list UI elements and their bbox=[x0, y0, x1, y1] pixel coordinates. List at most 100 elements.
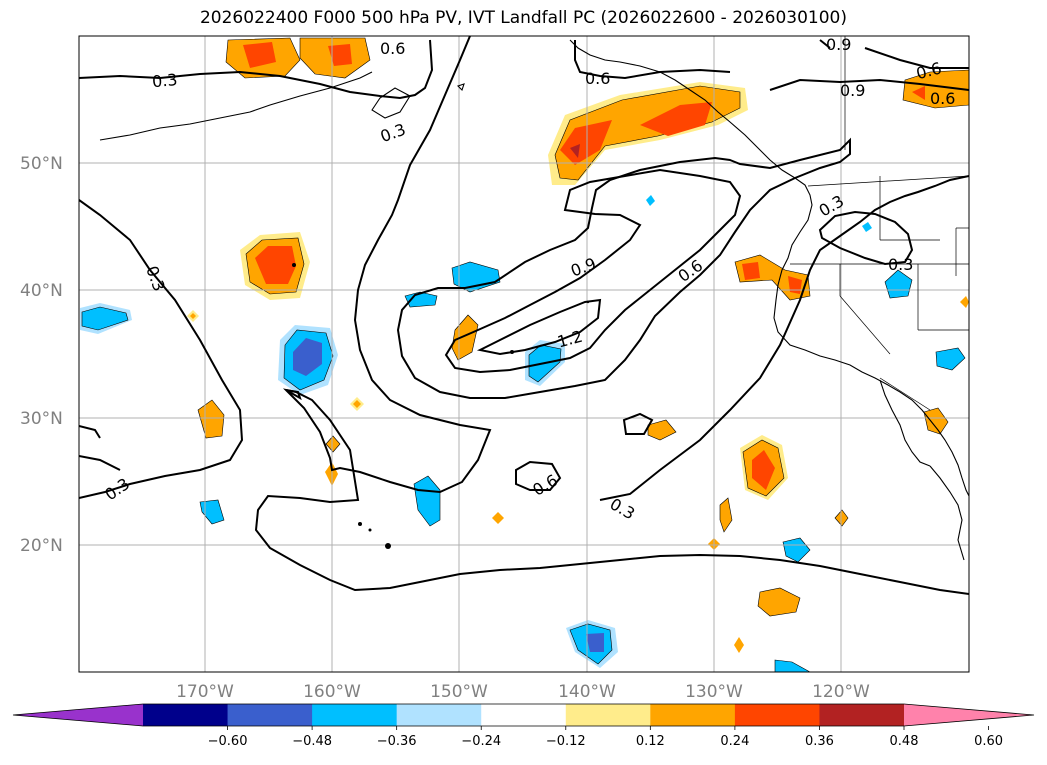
contour-03-west bbox=[79, 199, 244, 499]
colorbar-extend-min bbox=[13, 704, 143, 726]
lon-label-160: 160°W bbox=[303, 682, 361, 702]
blob-blue-n40 bbox=[451, 261, 501, 293]
marker-1 bbox=[292, 263, 296, 267]
blob-blue-coast-1 bbox=[884, 269, 913, 299]
colorbar-segment bbox=[312, 704, 398, 726]
blob-red-north-2 bbox=[328, 44, 352, 66]
marker-4 bbox=[385, 543, 391, 549]
colorbar-tick-label: 0.36 bbox=[805, 734, 834, 749]
blob-red-41n-coast bbox=[742, 262, 760, 280]
blob-blue-west bbox=[81, 306, 129, 331]
colorbar-tick-label: −0.12 bbox=[546, 734, 586, 749]
dot-blue-2 bbox=[862, 222, 872, 232]
coast-aleutians bbox=[99, 71, 373, 141]
marker-6 bbox=[368, 528, 372, 532]
contour-03-east bbox=[818, 210, 914, 266]
shaded-blobs bbox=[80, 37, 969, 672]
colorbar-tick-label: 0.48 bbox=[890, 734, 919, 749]
dot-orange-8 bbox=[734, 637, 744, 653]
colorbar-segment bbox=[819, 704, 905, 726]
colorbar-outline bbox=[12, 703, 1035, 727]
blob-darkblue-south bbox=[586, 633, 604, 652]
contour-03-west-3 bbox=[79, 425, 101, 439]
lon-label-120: 120°W bbox=[812, 682, 870, 702]
dot-orange-3 bbox=[325, 435, 341, 453]
contour-12 bbox=[476, 298, 602, 356]
lon-label-130: 130°W bbox=[685, 682, 743, 702]
contour-label-16: 0.6 bbox=[930, 89, 955, 108]
contour-ring-2 bbox=[285, 389, 302, 401]
map-background bbox=[79, 36, 969, 672]
contour-09-outer bbox=[444, 168, 742, 374]
blob-maroon-gulf bbox=[570, 144, 580, 158]
contour-06-ne bbox=[864, 47, 969, 69]
colorbar-tick-label: 0.12 bbox=[636, 734, 665, 749]
lat-tick-labels: 50°N 40°N 30°N 20°N bbox=[20, 154, 63, 556]
blob-red-gulf-1 bbox=[560, 120, 612, 165]
dot-orange-1 bbox=[190, 313, 196, 319]
blob-red-midpac bbox=[255, 246, 296, 284]
dot-orange-5 bbox=[492, 512, 504, 524]
colorbar-tick-label: −0.60 bbox=[208, 734, 248, 749]
blob-blue-22n bbox=[199, 499, 225, 525]
contour-06-nw bbox=[769, 78, 969, 91]
coast-alaska-panhandle bbox=[659, 71, 969, 497]
colorbar-segment bbox=[227, 704, 313, 726]
blob-darkblue-center bbox=[293, 338, 322, 376]
blob-red-gulf-2 bbox=[640, 102, 712, 136]
contour-label-3: 0.6 bbox=[585, 69, 610, 88]
lat-label-20: 20°N bbox=[20, 536, 63, 556]
marker-2 bbox=[510, 350, 514, 354]
contour-09-n bbox=[819, 39, 831, 49]
colorbar-tick-label: −0.24 bbox=[461, 734, 501, 749]
chart-title: 2026022400 F000 500 hPa PV, IVT Landfall… bbox=[199, 8, 847, 28]
lon-label-140: 140°W bbox=[558, 682, 616, 702]
blob-blue-coast-3 bbox=[782, 537, 811, 563]
blob-orange-29n bbox=[647, 419, 677, 441]
colorbar-tick-label: 0.60 bbox=[974, 734, 1003, 749]
colorbar-segment bbox=[143, 704, 229, 726]
contour-06-large bbox=[396, 137, 851, 399]
blob-red-north-1 bbox=[243, 42, 276, 68]
colorbar-extend-max bbox=[904, 704, 1034, 726]
coast-baja bbox=[879, 379, 931, 467]
blob-blue-24n bbox=[413, 475, 441, 527]
markers bbox=[292, 263, 590, 549]
blob-orange-22n bbox=[719, 497, 733, 533]
lat-label-30: 30°N bbox=[20, 409, 63, 429]
blob-red-ne bbox=[912, 86, 925, 100]
colorbar-segment bbox=[396, 704, 482, 726]
blob-orange-ne bbox=[902, 69, 969, 109]
marker-3 bbox=[586, 300, 590, 304]
lat-label-50: 50°N bbox=[20, 154, 63, 174]
lon-tick-labels: 170°W 160°W 150°W 140°W 130°W 120°W bbox=[176, 682, 870, 702]
lat-label-40: 40°N bbox=[20, 281, 63, 301]
dot-orange-2 bbox=[353, 400, 361, 408]
colorbar-segment bbox=[481, 704, 567, 726]
contour-label-17: 0.6 bbox=[380, 39, 405, 58]
contour-small-ring bbox=[622, 412, 654, 435]
contour-label-4: 0.9 bbox=[826, 35, 851, 54]
blob-blue-n38 bbox=[404, 291, 438, 308]
coast-island-1 bbox=[456, 83, 465, 92]
contour-label-15: 0.9 bbox=[840, 81, 865, 100]
contour-06-small bbox=[515, 460, 562, 491]
blob-orange-16n bbox=[757, 587, 801, 617]
blob-red-25n bbox=[752, 450, 775, 490]
colorbar-segment bbox=[650, 704, 736, 726]
lon-label-170: 170°W bbox=[176, 682, 234, 702]
colorbar-tick-label: −0.48 bbox=[292, 734, 332, 749]
coast-mexico bbox=[929, 465, 965, 561]
marker-5 bbox=[358, 522, 362, 526]
lon-label-150: 150°W bbox=[430, 682, 488, 702]
blob-blue-bottom bbox=[774, 659, 811, 672]
contour-03-west-2 bbox=[79, 455, 121, 471]
contour-03-north bbox=[79, 39, 434, 100]
colorbar-tick-label: −0.36 bbox=[377, 734, 417, 749]
contour-label-7: 0.3 bbox=[888, 255, 913, 274]
plot-frame bbox=[78, 35, 970, 673]
gridlines bbox=[79, 36, 969, 672]
blob-blue-coast-2 bbox=[935, 347, 966, 371]
contour-03-lower-right bbox=[599, 175, 969, 501]
